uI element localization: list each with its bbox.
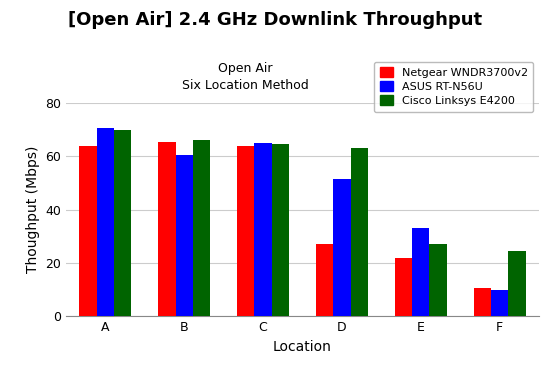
Bar [175, 155, 193, 316]
Bar [114, 130, 131, 316]
Text: Six Location Method: Six Location Method [183, 79, 309, 92]
Bar [79, 146, 97, 316]
Bar [158, 142, 175, 316]
Text: [Open Air] 2.4 GHz Downlink Throughput: [Open Air] 2.4 GHz Downlink Throughput [68, 11, 482, 29]
Bar [508, 251, 526, 316]
Bar [316, 244, 333, 316]
Bar [430, 244, 447, 316]
X-axis label: Location: Location [273, 340, 332, 354]
Y-axis label: Thoughput (Mbps): Thoughput (Mbps) [26, 146, 40, 273]
Bar [395, 258, 412, 316]
Bar [255, 143, 272, 316]
Bar [272, 144, 289, 316]
Bar [474, 289, 491, 316]
Text: Open Air: Open Air [218, 62, 273, 75]
Bar [237, 146, 255, 316]
Bar [333, 179, 350, 316]
Bar [491, 290, 508, 316]
Bar [97, 128, 114, 316]
Bar [350, 148, 368, 316]
Bar [412, 229, 430, 316]
Legend: Netgear WNDR3700v2, ASUS RT-N56U, Cisco Linksys E4200: Netgear WNDR3700v2, ASUS RT-N56U, Cisco … [374, 61, 534, 112]
Bar [193, 141, 210, 316]
